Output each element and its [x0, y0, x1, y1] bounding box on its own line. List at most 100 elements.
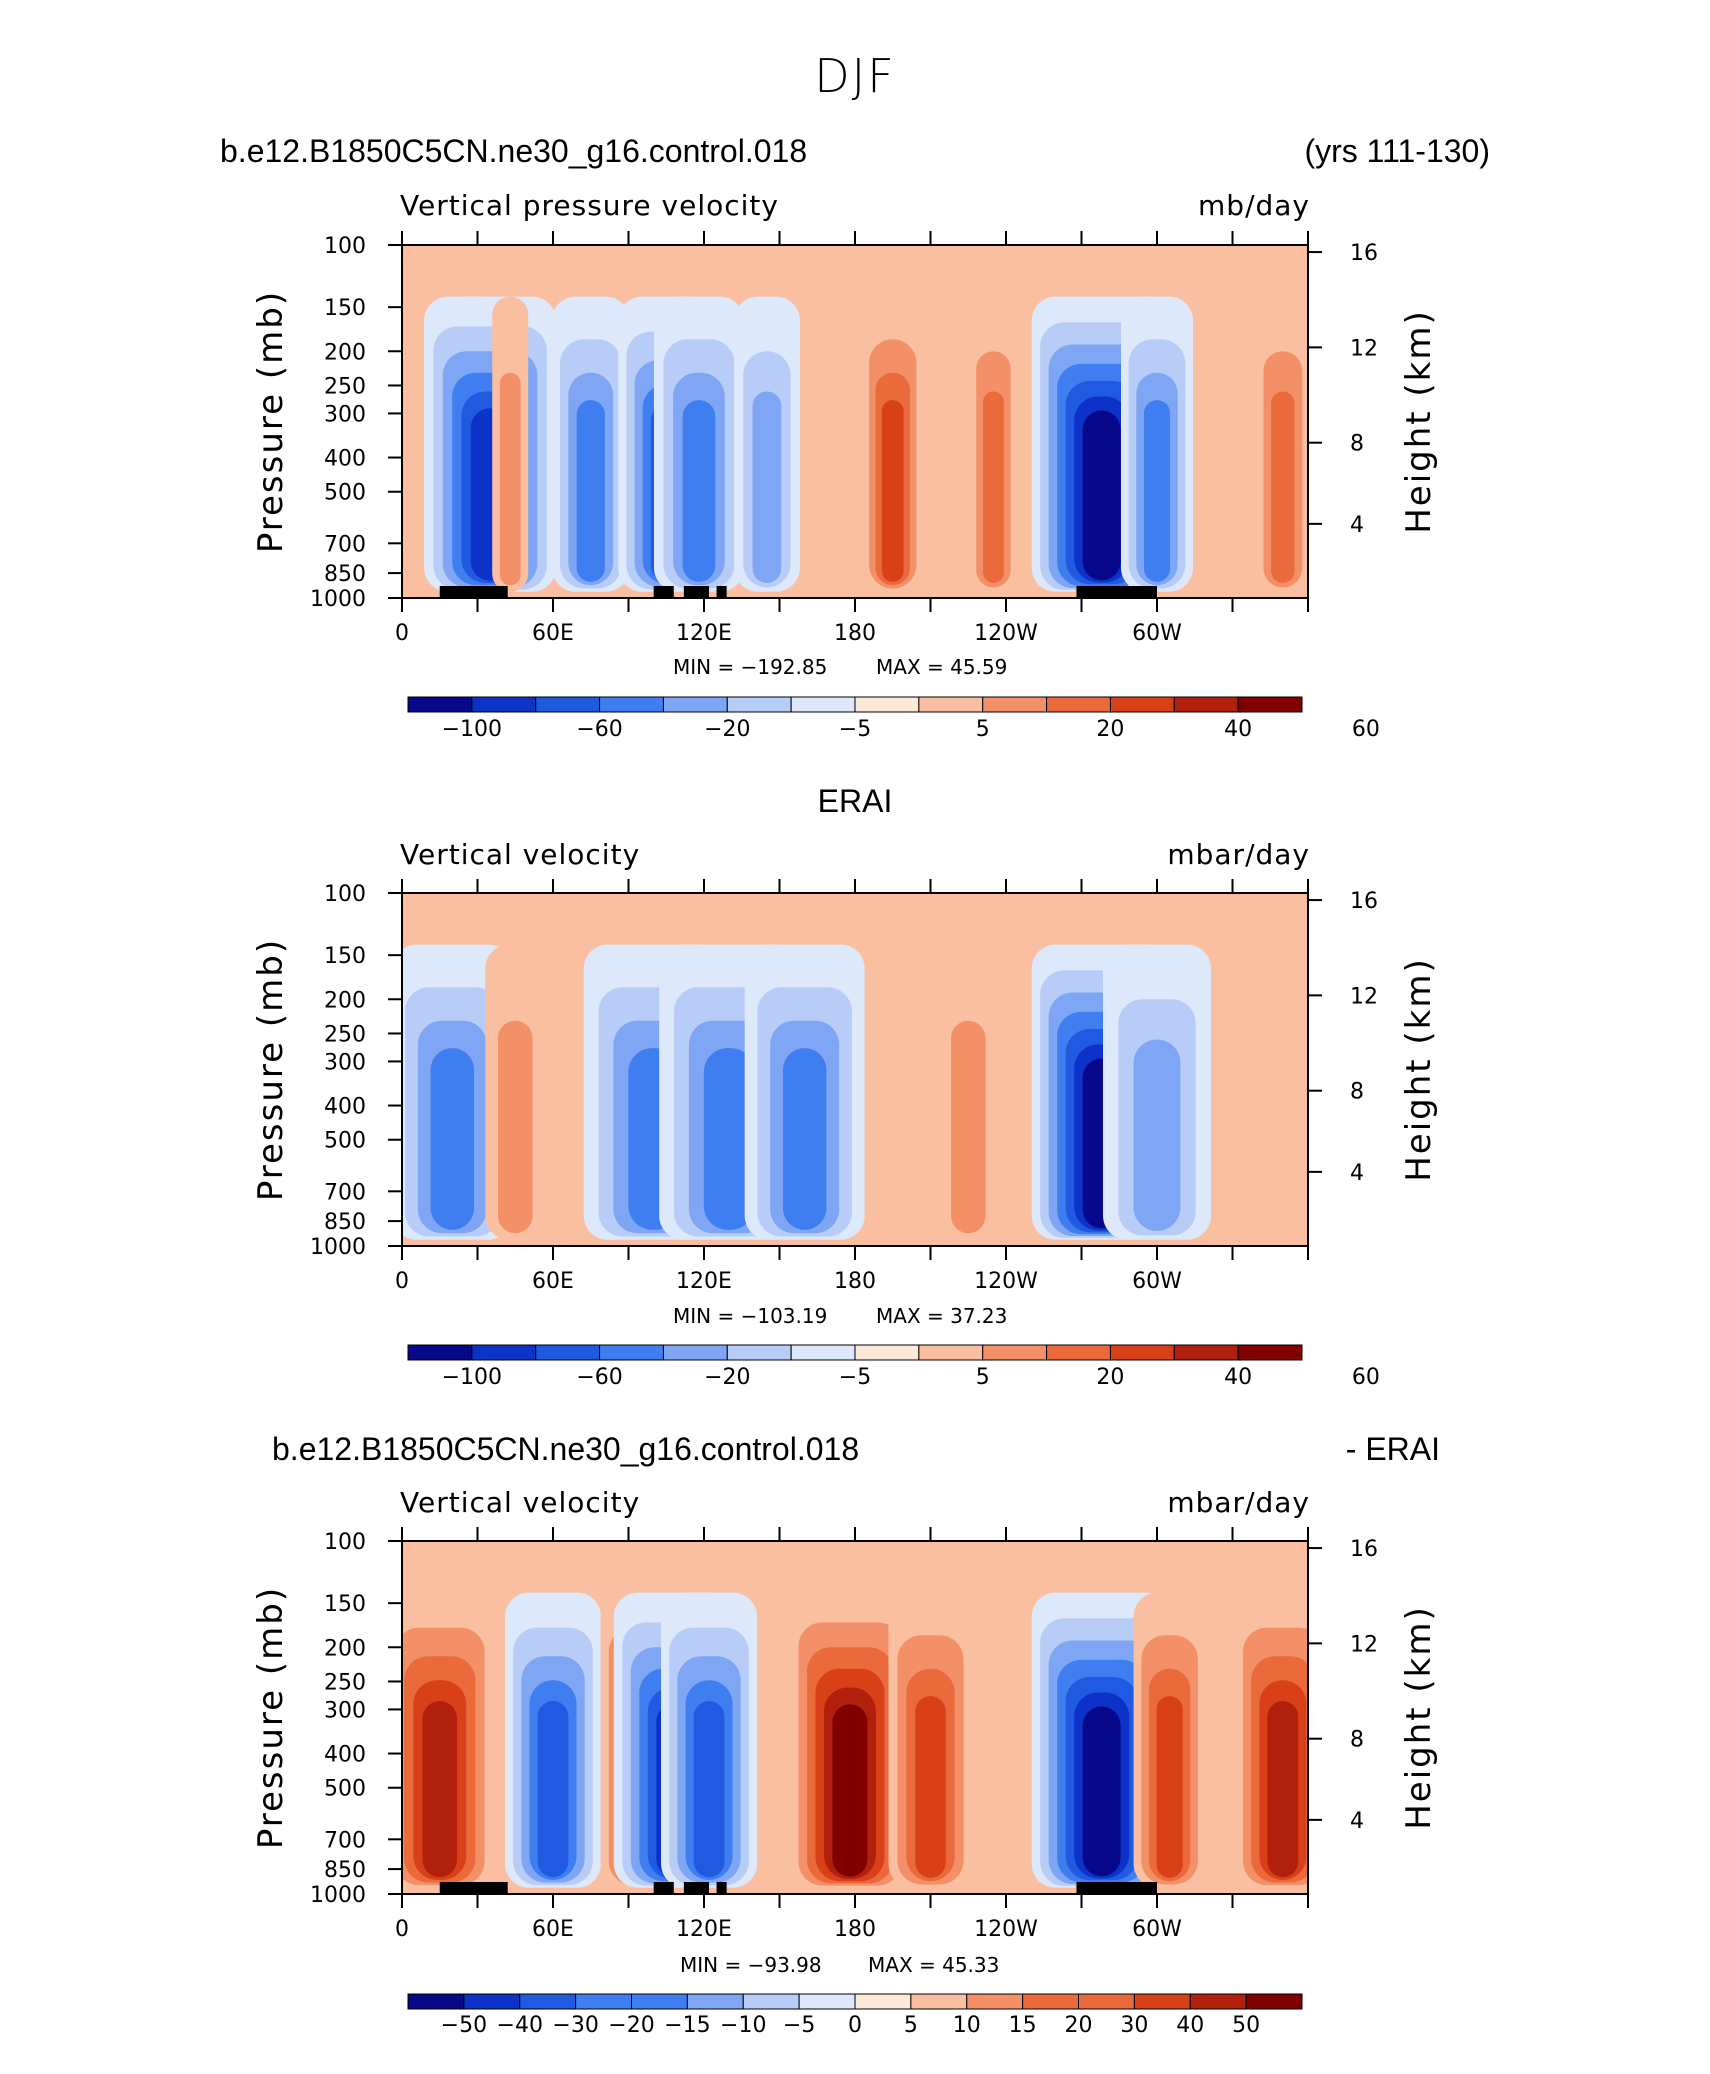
colorbar-box — [463, 1993, 521, 2010]
colorbar-box — [599, 696, 664, 713]
colorbar-label: 20 — [1096, 717, 1124, 742]
y-tick-label-left: 250 — [324, 1022, 366, 1047]
colorbar-box — [1237, 1344, 1303, 1361]
y-tick-label-left: 250 — [324, 374, 366, 399]
y-tick-label-left: 100 — [324, 234, 366, 259]
land-mask-block — [439, 586, 478, 598]
land-mask-block — [653, 1882, 674, 1894]
panel3-case-name: b.e12.B1850C5CN.ne30_g16.control.018 — [272, 1431, 859, 1467]
contour-field — [402, 944, 1301, 1240]
y-tick-label-right: 8 — [1350, 1080, 1364, 1105]
colorbar-box — [966, 1993, 1024, 2010]
y-tick-label-left: 700 — [324, 532, 366, 557]
colorbar-box — [471, 696, 537, 713]
land-mask-block — [439, 1882, 478, 1894]
y-tick-label-left: 1000 — [310, 1883, 366, 1908]
y-tick-label-left: 700 — [324, 1180, 366, 1205]
colorbar-label: −60 — [576, 1365, 622, 1390]
panel1-min-label: MIN = −192.85 — [673, 655, 827, 679]
colorbar-box — [407, 1344, 473, 1361]
colorbar-label: −20 — [608, 2013, 654, 2038]
land-mask-block — [472, 1882, 508, 1894]
x-tick-label: 120E — [676, 1917, 732, 1942]
colorbar-box — [631, 1993, 688, 2010]
colorbar-label: −30 — [552, 2013, 598, 2038]
colorbar-box — [1173, 696, 1239, 713]
y-axis-title-right: Height (km) — [1399, 957, 1439, 1182]
colorbar-label: 5 — [976, 1365, 990, 1390]
colorbar-box — [790, 696, 856, 713]
contour-field — [418, 296, 1308, 592]
colorbar-label: 50 — [1232, 2013, 1260, 2038]
colorbar-box — [1078, 1993, 1135, 2010]
colorbar-box — [1173, 1344, 1239, 1361]
y-axis-title-left: Pressure (mb) — [251, 290, 291, 553]
colorbar-box — [918, 696, 984, 713]
colorbar-label: −60 — [576, 717, 622, 742]
colorbar-label: −100 — [442, 717, 502, 742]
land-mask-block — [1076, 586, 1157, 598]
x-tick-label: 120W — [974, 1269, 1038, 1294]
colorbar-box — [1237, 696, 1303, 713]
y-axis-title-left: Pressure (mb) — [251, 938, 291, 1201]
y-tick-label-right: 4 — [1350, 1809, 1364, 1834]
contour-band — [782, 1048, 827, 1230]
colorbar-box — [742, 1993, 800, 2010]
colorbar-box — [662, 696, 728, 713]
contour-band — [915, 1696, 946, 1878]
contour-band — [537, 1701, 569, 1878]
colorbar-box — [535, 696, 601, 713]
x-tick-label: 0 — [395, 1269, 409, 1294]
land-mask-block — [1076, 1882, 1157, 1894]
y-tick-label-left: 500 — [324, 1129, 366, 1154]
colorbar-box — [686, 1993, 744, 2010]
panel3-difference-label: - ERAI — [1346, 1431, 1440, 1467]
colorbar-box — [662, 1344, 728, 1361]
colorbar-label: 40 — [1224, 1365, 1252, 1390]
y-tick-label-left: 150 — [324, 1592, 366, 1617]
contour-field — [402, 1592, 1308, 1888]
y-tick-label-left: 150 — [324, 944, 366, 969]
panel3-min-label: MIN = −93.98 — [680, 1953, 822, 1977]
contour-band — [1267, 1701, 1299, 1878]
x-tick-label: 120W — [974, 621, 1038, 646]
y-tick-label-right: 8 — [1350, 1728, 1364, 1753]
panel-2: 0 60E 120E 180 120W 60W 100 150 200 250 300 400 500 7… — [251, 879, 1439, 1390]
x-tick-label: 60W — [1132, 621, 1182, 646]
land-mask-block — [683, 586, 710, 598]
colorbar-label: 30 — [1120, 2013, 1148, 2038]
colorbar-box — [519, 1993, 577, 2010]
colorbar-label: 60 — [1352, 717, 1380, 742]
colorbar-label: 15 — [1009, 2013, 1037, 2038]
panel2-units: mbar/day — [1167, 838, 1310, 871]
colorbar-box — [854, 696, 920, 713]
contour-band — [422, 1701, 458, 1878]
x-tick-label: 60E — [532, 621, 574, 646]
x-tick-label: 120E — [676, 621, 732, 646]
panel2-dataset-name: ERAI — [818, 783, 893, 819]
y-tick-label-left: 100 — [324, 882, 366, 907]
contour-band — [499, 372, 521, 586]
panel-3: 0 60E 120E 180 120W 60W1001502002503004005007… — [251, 1527, 1439, 2038]
x-tick-label: 120E — [676, 1269, 732, 1294]
land-mask-block — [653, 586, 674, 598]
colorbar-box — [1022, 1993, 1079, 2010]
colorbar-box — [854, 1344, 920, 1361]
panel1-years: (yrs 111-130) — [1304, 133, 1490, 169]
y-tick-label-right: 16 — [1350, 889, 1378, 914]
y-tick-label-left: 300 — [324, 1698, 366, 1723]
contour-band — [1271, 391, 1295, 583]
x-tick-label: 180 — [834, 621, 876, 646]
colorbar-label: 40 — [1224, 717, 1252, 742]
contour-band — [1082, 410, 1121, 581]
contour-band — [1156, 1696, 1183, 1878]
colorbar-label: 20 — [1065, 2013, 1093, 2038]
colorbar-box — [1109, 1344, 1175, 1361]
colorbar-box — [790, 1344, 856, 1361]
x-tick-label: 60W — [1132, 1269, 1182, 1294]
panel2-max-label: MAX = 37.23 — [876, 1304, 1007, 1328]
y-tick-label-right: 12 — [1350, 336, 1378, 361]
y-tick-label-left: 700 — [324, 1828, 366, 1853]
panel1-units: mb/day — [1198, 189, 1310, 222]
